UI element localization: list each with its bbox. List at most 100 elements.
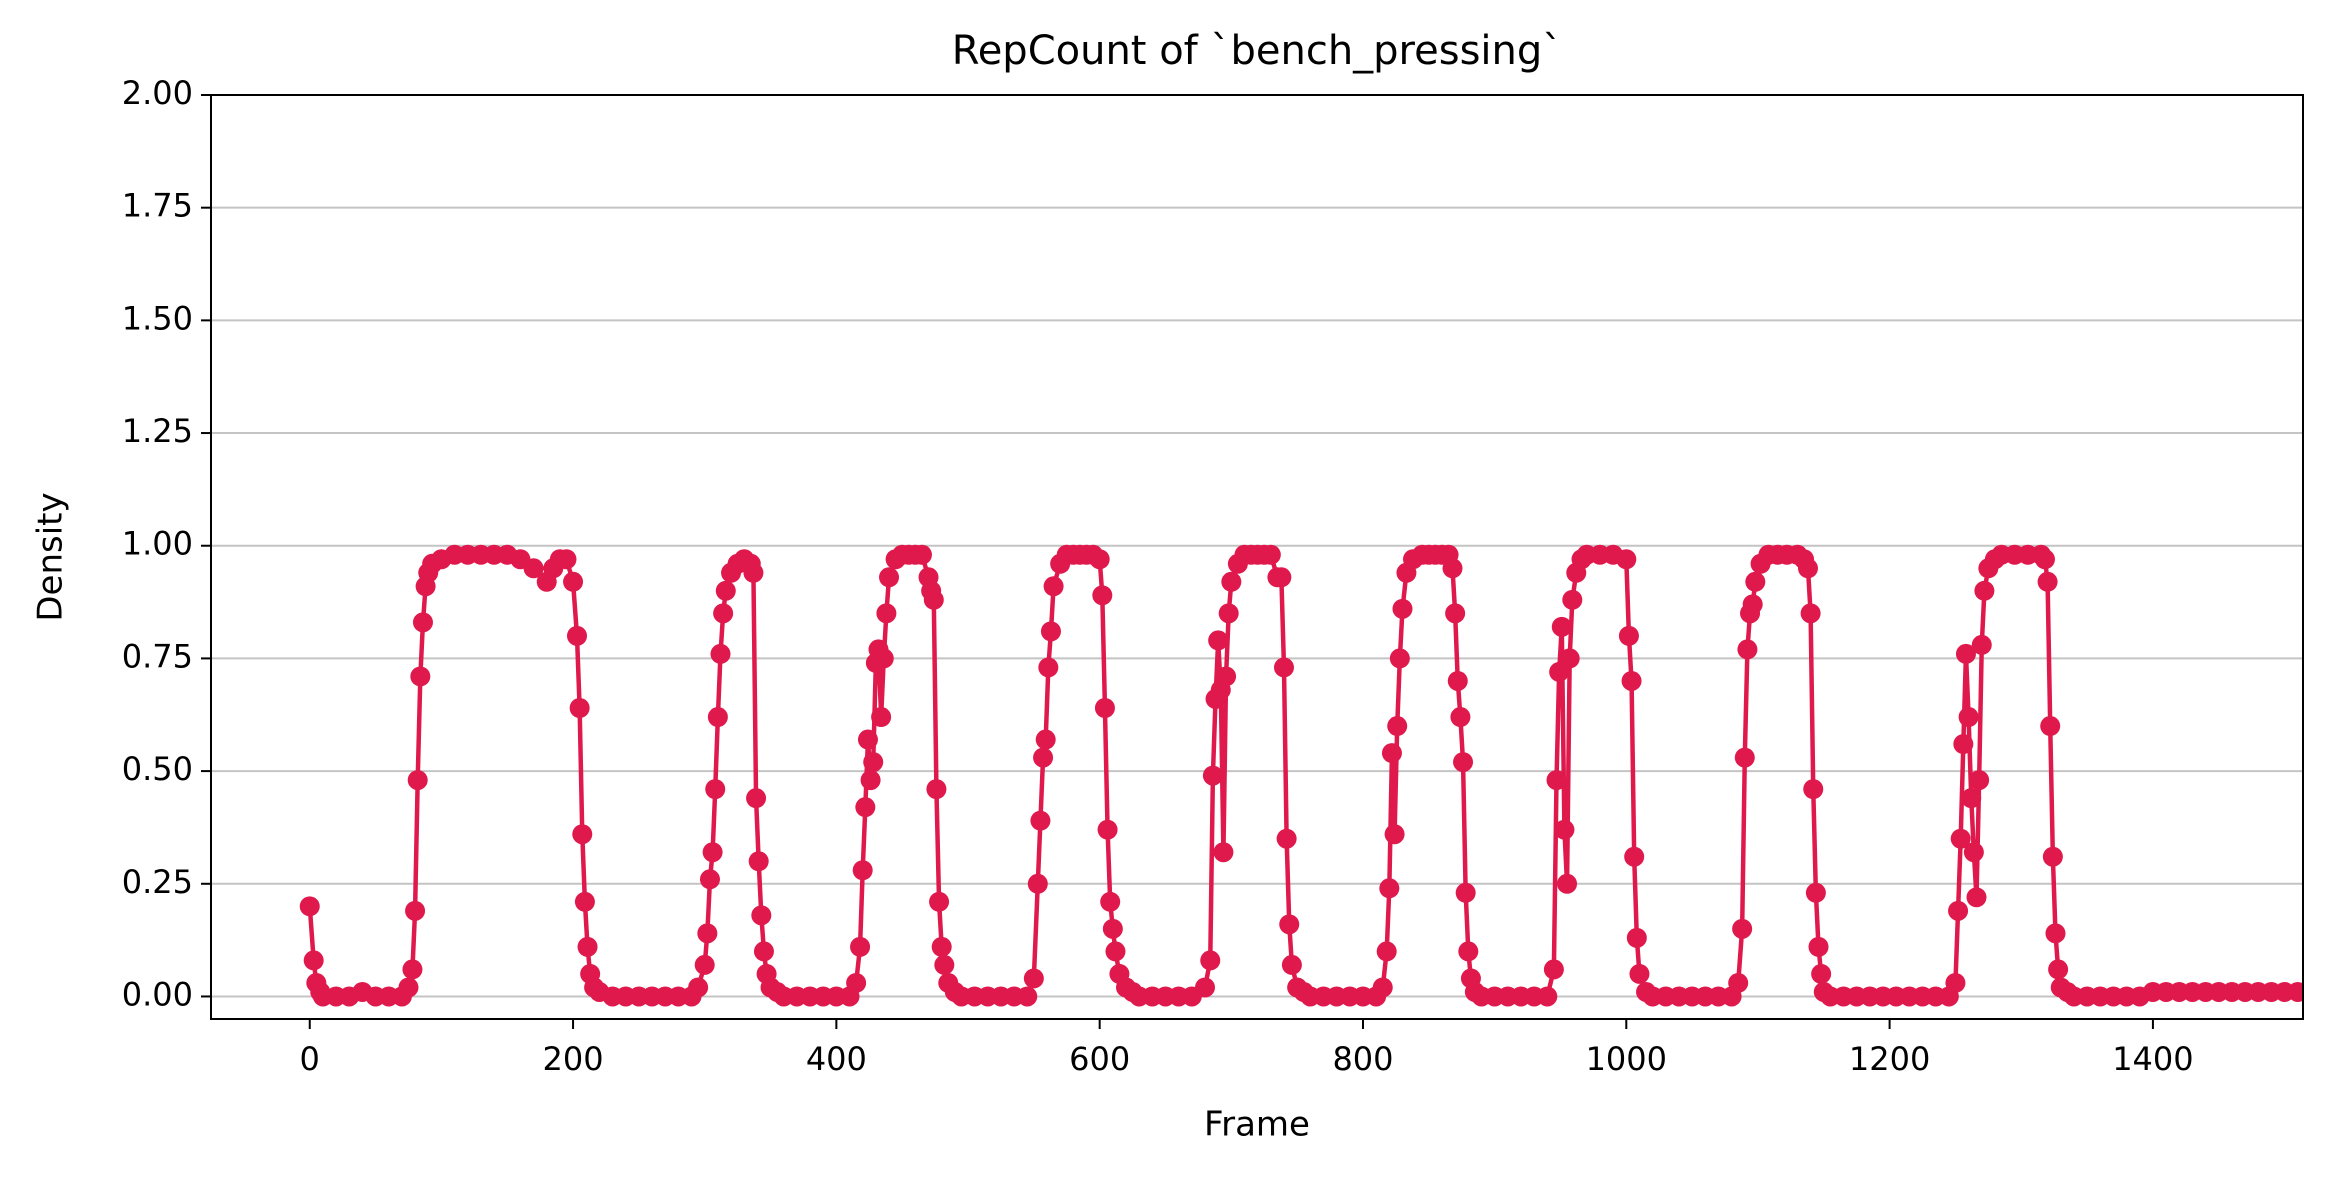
data-point xyxy=(1557,873,1578,894)
x-tick-label: 0 xyxy=(300,1040,320,1078)
data-point xyxy=(1811,963,1832,984)
data-point xyxy=(1963,842,1984,863)
data-point xyxy=(1097,819,1118,840)
data-point xyxy=(2040,716,2061,737)
data-point xyxy=(1387,716,1408,737)
x-tick-label: 1000 xyxy=(1586,1040,1667,1078)
data-point xyxy=(876,603,897,624)
data-point xyxy=(402,959,423,980)
data-point xyxy=(702,842,723,863)
data-point xyxy=(1381,743,1402,764)
data-point xyxy=(1450,707,1471,728)
data-point xyxy=(523,558,544,579)
data-point xyxy=(688,977,709,998)
data-point xyxy=(1734,747,1755,768)
data-point xyxy=(1971,634,1992,655)
x-tick-label: 400 xyxy=(806,1040,867,1078)
data-point xyxy=(857,729,878,750)
data-point xyxy=(1276,828,1297,849)
data-point xyxy=(746,788,767,809)
x-tick-label: 800 xyxy=(1332,1040,1393,1078)
data-point xyxy=(1216,666,1237,687)
data-point xyxy=(1554,819,1575,840)
data-point xyxy=(303,950,324,971)
y-tick-label: 0.00 xyxy=(122,975,193,1013)
x-tick-label: 600 xyxy=(1069,1040,1130,1078)
data-point xyxy=(1616,549,1637,570)
data-point xyxy=(1447,670,1468,691)
data-point xyxy=(694,954,715,975)
y-tick-label: 0.50 xyxy=(122,750,193,788)
axes-frame xyxy=(210,94,2304,1020)
data-point xyxy=(1279,914,1300,935)
data-point xyxy=(1218,603,1239,624)
data-point xyxy=(713,603,734,624)
data-point xyxy=(1023,968,1044,989)
data-point xyxy=(1213,842,1234,863)
data-point xyxy=(1808,936,1829,957)
data-point xyxy=(2034,549,2055,570)
data-point xyxy=(1745,571,1766,592)
y-axis-label: Density xyxy=(31,492,71,621)
data-point xyxy=(1950,828,1971,849)
data-point xyxy=(1953,734,1974,755)
data-point xyxy=(1030,810,1051,831)
data-point xyxy=(1384,824,1405,845)
data-point xyxy=(753,941,774,962)
y-tick-label: 1.50 xyxy=(122,299,193,337)
data-point xyxy=(1102,918,1123,939)
data-point xyxy=(1043,576,1064,597)
data-point xyxy=(1105,941,1126,962)
data-point xyxy=(1969,770,1990,791)
data-point xyxy=(410,666,431,687)
data-point xyxy=(1621,670,1642,691)
data-point xyxy=(2037,571,2058,592)
data-point xyxy=(1035,729,1056,750)
x-tick-label: 200 xyxy=(543,1040,604,1078)
data-point xyxy=(1805,882,1826,903)
data-point xyxy=(1945,972,1966,993)
data-point xyxy=(931,936,952,957)
data-point xyxy=(1392,598,1413,619)
data-point xyxy=(2042,846,2063,867)
data-point xyxy=(1273,657,1294,678)
y-tick-label: 2.00 xyxy=(122,74,193,112)
data-point xyxy=(299,896,320,917)
data-point xyxy=(405,900,426,921)
data-point xyxy=(1221,571,1242,592)
data-point xyxy=(1803,779,1824,800)
data-point xyxy=(407,770,428,791)
data-point xyxy=(1281,954,1302,975)
data-point xyxy=(1537,986,1558,1007)
x-axis-label: Frame xyxy=(1204,1105,1310,1145)
data-point xyxy=(412,612,433,633)
data-point xyxy=(863,752,884,773)
data-point xyxy=(846,972,867,993)
data-point xyxy=(1094,697,1115,718)
data-point xyxy=(707,707,728,728)
data-point xyxy=(563,571,584,592)
data-point xyxy=(715,580,736,601)
data-point xyxy=(1442,558,1463,579)
y-tick-label: 1.75 xyxy=(122,187,193,225)
data-point xyxy=(697,923,718,944)
data-point xyxy=(1453,752,1474,773)
data-point xyxy=(1974,580,1995,601)
data-point xyxy=(1546,770,1567,791)
data-point xyxy=(1958,707,1979,728)
data-point xyxy=(1559,648,1580,669)
data-point xyxy=(1742,594,1763,615)
data-point xyxy=(1389,648,1410,669)
data-point xyxy=(1458,941,1479,962)
data-point xyxy=(1194,977,1215,998)
data-point xyxy=(1455,882,1476,903)
data-point xyxy=(1549,661,1570,682)
series-line xyxy=(307,552,2298,999)
data-point xyxy=(1260,544,1281,565)
data-point xyxy=(577,936,598,957)
data-point xyxy=(1728,972,1749,993)
y-tick-label: 0.75 xyxy=(122,637,193,675)
data-point xyxy=(1797,558,1818,579)
data-point xyxy=(1543,959,1564,980)
